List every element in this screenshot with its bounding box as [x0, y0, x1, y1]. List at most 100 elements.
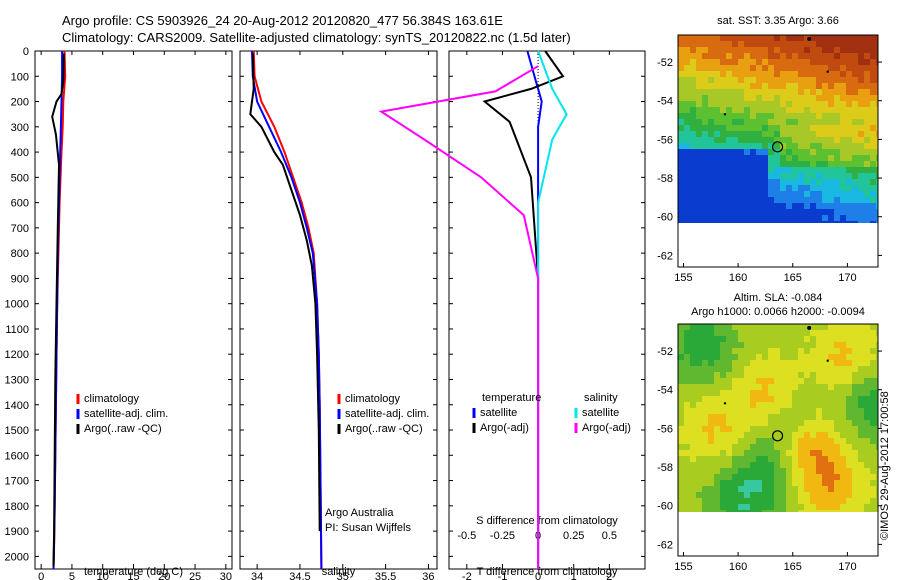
sla-map-cell [876, 330, 878, 336]
sst-map-cell [834, 179, 840, 185]
sla-map-cell [708, 510, 714, 512]
sst-map-border [677, 34, 879, 268]
sla-map-cell [876, 444, 878, 450]
title-line2: Climatology: CARS2009. Satellite-adjuste… [62, 30, 571, 45]
sst-map-cell [714, 173, 720, 179]
sla-map-cell [714, 498, 720, 504]
sst-map-cell [810, 35, 816, 41]
sst-map-cell [708, 59, 714, 65]
sst-map-cell [810, 119, 816, 125]
sla-map-cell [858, 426, 864, 432]
sla-map-cell [852, 474, 858, 480]
sla-map-cell [744, 414, 750, 420]
sla-map-cell [870, 480, 876, 486]
sla-map-cell [870, 426, 876, 432]
diff-xtick-label: -1 [498, 571, 508, 580]
sst-map-cell [792, 197, 798, 203]
sst-map-cell [720, 125, 726, 131]
sst-map-cell [690, 155, 696, 161]
sst-map-cell [846, 155, 852, 161]
sst-map-cell [720, 59, 726, 65]
sst-map-cell [756, 113, 762, 119]
sst-map-cell [762, 53, 768, 59]
sst-map-cell [684, 167, 690, 173]
sla-map-cell [756, 360, 762, 366]
sla-map-cell [876, 450, 878, 456]
sst-map-cell [774, 53, 780, 59]
sst-map-cell [726, 179, 732, 185]
sla-map-cell [810, 438, 816, 444]
sla-map-cell [822, 372, 828, 378]
sst-map-cell [690, 119, 696, 125]
sla-map-cell [744, 390, 750, 396]
sla-map-cell [696, 462, 702, 468]
sla-map-cell [804, 504, 810, 510]
sst-map-cell [702, 95, 708, 101]
sst-map-cell [702, 113, 708, 119]
sst-map-cell [816, 101, 822, 107]
sla-map-cell [846, 456, 852, 462]
sst-map-cell [708, 101, 714, 107]
sst-map-cell [678, 191, 684, 197]
sst-map-cell [786, 161, 792, 167]
sla-map-cell [768, 336, 774, 342]
sla-map-cell [708, 342, 714, 348]
sst-map-cell [804, 137, 810, 143]
sla-map-cell [780, 414, 786, 420]
sla-map-cell [696, 402, 702, 408]
sst-map-cell [858, 107, 864, 113]
sla-map-cell [690, 360, 696, 366]
sla-map-cell [852, 432, 858, 438]
sla-map-border [677, 323, 879, 557]
sla-map-cell [678, 426, 684, 432]
sst-map-cell [822, 77, 828, 83]
sla-map-cell [726, 432, 732, 438]
sla-map-cell [720, 384, 726, 390]
sla-map-cell [876, 492, 878, 498]
sla-map-cell [708, 390, 714, 396]
sla-map-cell [678, 456, 684, 462]
sla-map-cell [702, 480, 708, 486]
sla-map-cell [762, 342, 768, 348]
sst-map-cell [708, 203, 714, 209]
sst-map-cell [702, 173, 708, 179]
sst-map-cell [834, 53, 840, 59]
sla-map-cell [846, 366, 852, 372]
sla-map-cell [684, 450, 690, 456]
sla-map-cell [816, 474, 822, 480]
sst-map-cell [798, 59, 804, 65]
sst-map-cell [792, 101, 798, 107]
sst-map-cell [840, 137, 846, 143]
sla-map-cell [810, 330, 816, 336]
sst-map-cell [762, 125, 768, 131]
sla-map-cell [840, 426, 846, 432]
sla-map-cell [852, 450, 858, 456]
sla-map-cell [726, 324, 732, 330]
sla-map-cell [804, 492, 810, 498]
sla-map-cell [702, 396, 708, 402]
sst-map-cell [732, 113, 738, 119]
sst-map-cell [774, 209, 780, 215]
sst-map-cell [750, 179, 756, 185]
sla-map-cell [828, 456, 834, 462]
sst-map-cell [720, 35, 726, 41]
sst-map-cell [792, 131, 798, 137]
sla-map-cell [714, 336, 720, 342]
sst-map-cell [744, 221, 750, 223]
sst-map-cell [786, 41, 792, 47]
sla-map-cell [774, 510, 780, 512]
sla-map-cell [852, 408, 858, 414]
sst-map-cell [858, 95, 864, 101]
sla-map-cell [870, 432, 876, 438]
sla-map-cell [858, 492, 864, 498]
sst-map-cell [846, 77, 852, 83]
sla-map-cell [792, 510, 798, 512]
sla-map-cell [852, 486, 858, 492]
sla-map-cell [834, 414, 840, 420]
sst-map-cell [726, 119, 732, 125]
sst-map-cell [822, 125, 828, 131]
sla-map-cell [792, 414, 798, 420]
sla-map-cell [744, 432, 750, 438]
sst-map-cell [756, 71, 762, 77]
sst-map-cell [732, 221, 738, 223]
